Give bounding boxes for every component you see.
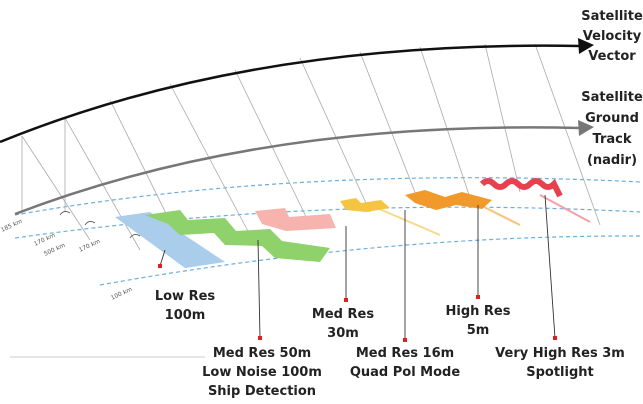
mode-label: 5m [467,323,490,338]
distance-label: 185 km [0,218,24,234]
velocity-label: Velocity [583,29,642,44]
drop-lines [21,43,601,263]
ground-track-label: Track [593,132,632,147]
mode-label: 100m [165,308,206,323]
mode-label: Ship Detection [208,384,316,399]
swath-high-res [405,190,492,210]
mode-label: Low Noise 100m [202,365,322,380]
mode-label: Low Res [155,289,216,304]
distance-label: 500 km [43,242,67,258]
swath-grid [14,177,641,286]
leader-line [159,249,166,267]
velocity-arrow [578,38,594,54]
mode-label: Very High Res 3m [495,346,625,361]
swath-med-res-16 [340,198,390,212]
mode-label: Med Res 50m [213,346,311,361]
leader-dot [258,336,262,340]
mode-label: Med Res 16m [356,346,454,361]
incidence-arcs [59,211,141,239]
ground-track-label: (nadir) [587,153,637,168]
distance-label: 170 km [78,238,102,254]
ground-track-arrow [578,120,594,136]
velocity-arc [0,44,581,144]
leader-line [544,194,556,339]
leader-dot [476,295,480,299]
swath-med-res-50 [145,210,330,262]
leader-dot [158,264,162,268]
leader-dot [344,298,348,302]
mode-label: Spotlight [526,365,594,380]
ground-track-label: Satellite [581,90,643,105]
ground-track-arc [14,126,581,216]
swath-low-res [115,212,225,268]
leader-dot [553,336,557,340]
velocity-label: Satellite [581,9,643,24]
velocity-label: Vector [588,49,636,64]
mode-label: Med Res [312,307,374,322]
leader-line [257,239,261,339]
ground-track-label: Ground [585,111,639,126]
swath-very-high-res [479,178,563,198]
swath-med-res-30 [255,208,336,231]
mode-label: 30m [327,326,359,341]
mode-label: High Res [446,304,511,319]
distance-label: 100 km [110,286,134,302]
mode-label: Quad Pol Mode [350,365,461,380]
leader-dot [403,338,407,342]
